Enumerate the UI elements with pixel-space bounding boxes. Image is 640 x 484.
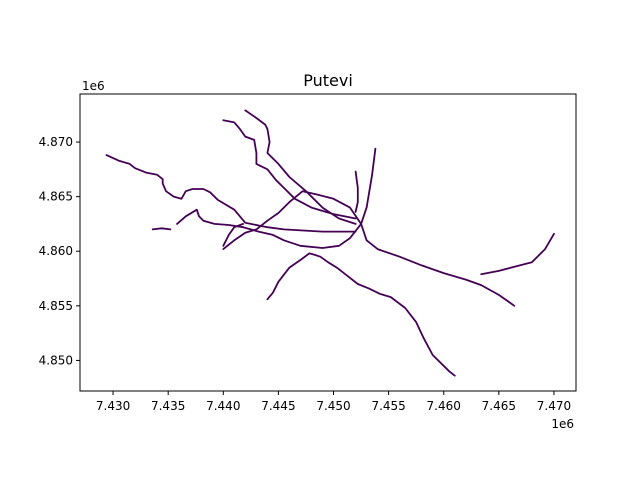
y-tick-label: 4.855 <box>39 299 73 313</box>
x-tick-label: 7.470 <box>537 399 571 413</box>
road-line-11 <box>222 222 245 247</box>
road-line-10 <box>354 170 359 213</box>
x-tick-label: 7.465 <box>482 399 516 413</box>
x-tick-label: 7.455 <box>371 399 405 413</box>
road-line-1 <box>105 154 357 233</box>
x-tick-label: 7.430 <box>96 399 130 413</box>
y-tick-label: 4.860 <box>39 244 73 258</box>
road-line-8 <box>480 232 555 276</box>
plot-frame <box>79 93 577 392</box>
road-line-3 <box>176 208 245 229</box>
x-tick-label: 7.440 <box>206 399 240 413</box>
y-tick-label: 4.850 <box>39 353 73 367</box>
road-line-7 <box>222 190 516 307</box>
y-offset-label: 1e6 <box>82 79 105 93</box>
x-tick-label: 7.450 <box>316 399 350 413</box>
y-tick-label: 4.865 <box>39 190 73 204</box>
roads-layer <box>105 109 555 377</box>
x-tick-label: 7.435 <box>151 399 185 413</box>
road-line-5 <box>222 119 357 220</box>
road-line-2 <box>151 227 172 231</box>
road-line-6 <box>242 147 377 249</box>
x-offset-label: 1e6 <box>551 417 574 431</box>
x-tick-label: 7.445 <box>261 399 295 413</box>
road-line-4 <box>244 109 357 225</box>
chart-title: Putevi <box>303 71 353 90</box>
x-axis: 7.430 7.435 7.440 7.445 7.450 7.455 7.460 7.465… <box>96 391 571 413</box>
y-tick-label: 4.870 <box>39 135 73 149</box>
x-tick-label: 7.460 <box>427 399 461 413</box>
road-line-9 <box>266 252 456 377</box>
y-axis: 4.850 4.855 4.860 4.865 4.870 <box>39 135 80 367</box>
